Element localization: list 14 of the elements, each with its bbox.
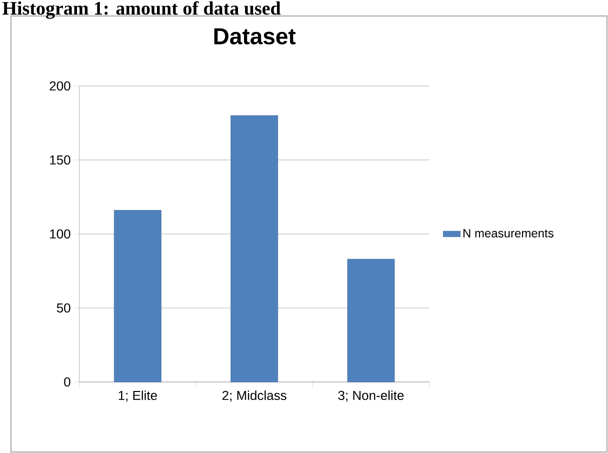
bar bbox=[230, 115, 278, 382]
x-tick-label: 3; Non-elite bbox=[338, 390, 404, 402]
x-tick-label: 2; Midclass bbox=[222, 390, 286, 402]
legend-label: N measurements bbox=[463, 229, 554, 238]
y-tick-label: 150 bbox=[50, 155, 70, 165]
chart-title: Dataset bbox=[214, 28, 296, 44]
text: Histogram 1: amount of data used bbox=[2, 1, 281, 19]
y-tick-label: 50 bbox=[56, 303, 70, 313]
x-tick-label: 1; Elite bbox=[118, 390, 157, 402]
y-tick-label: 100 bbox=[50, 229, 70, 239]
bar bbox=[114, 210, 162, 382]
y-tick-label: 200 bbox=[50, 81, 70, 91]
y-tick-label: 0 bbox=[64, 377, 70, 387]
bar bbox=[347, 258, 395, 382]
